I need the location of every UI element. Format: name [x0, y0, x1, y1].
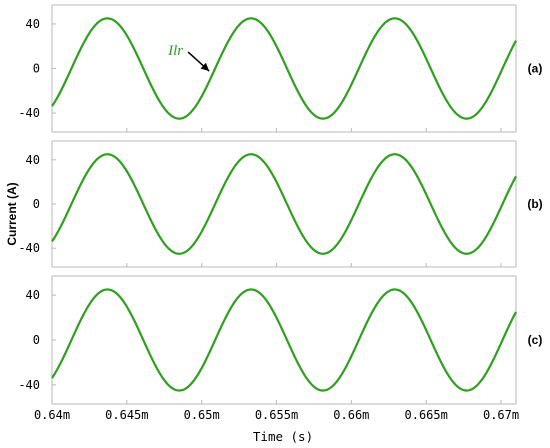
plot-frame: [51, 4, 517, 133]
x-tick-label: 0.66m: [333, 408, 369, 422]
x-tick-label: 0.67m: [483, 408, 519, 422]
y-tick-label: -40: [18, 106, 40, 120]
panel-tag: (c): [528, 333, 543, 347]
x-tick-label: 0.665m: [405, 408, 448, 422]
plot-frame: [51, 275, 517, 405]
series-line: [51, 17, 517, 120]
x-axis-title: Time (s): [253, 429, 313, 444]
panel-tag: (b): [527, 197, 542, 211]
y-tick-label: -40: [18, 241, 40, 255]
y-axis-title: Current (A): [5, 182, 19, 245]
panel-2: 40 0 -40 (c): [18, 275, 543, 405]
panel-1: 40 0 -40 (b): [18, 140, 543, 268]
y-tick-label: 40: [26, 17, 40, 31]
y-tick-label: 40: [26, 288, 40, 302]
series-line: [51, 288, 517, 392]
y-tick-label: 0: [33, 62, 40, 76]
panel-tag: (a): [528, 62, 543, 76]
annotation-label: Ilr: [167, 43, 183, 59]
y-tick-label: 40: [26, 153, 40, 167]
plot-frame: [51, 140, 517, 268]
annotation-arrow-head: [200, 62, 210, 72]
chart-panels: 40 0 -40 (a) Ilr 40 0 -40 (b) 40 0 -40 (c) 0.64m 0.645…: [18, 4, 543, 422]
x-tick-label: 0.64m: [34, 408, 70, 422]
x-tick-label: 0.645m: [105, 408, 148, 422]
x-tick-label: 0.65m: [184, 408, 220, 422]
y-tick-label: 0: [33, 333, 40, 347]
y-tick-label: -40: [18, 378, 40, 392]
series-line: [51, 153, 517, 255]
x-tick-label: 0.655m: [255, 408, 298, 422]
panel-0: 40 0 -40 (a) Ilr: [18, 4, 543, 133]
y-tick-label: 0: [33, 197, 40, 211]
